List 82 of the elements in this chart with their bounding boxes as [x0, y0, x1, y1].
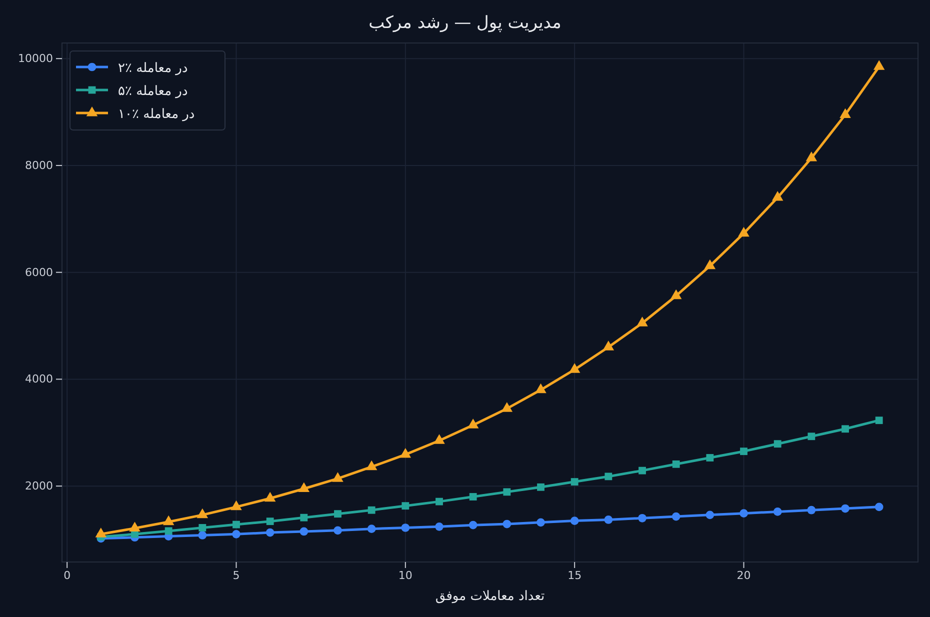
point: [332, 472, 344, 482]
point: [230, 500, 242, 510]
point: [638, 514, 646, 522]
point: [162, 515, 174, 526]
point: [704, 259, 716, 270]
point: [570, 478, 578, 486]
point: [672, 460, 680, 468]
point: [841, 504, 850, 513]
point: [266, 528, 274, 537]
point: [808, 432, 816, 440]
point: [434, 434, 445, 444]
point: [164, 527, 172, 535]
point: [672, 512, 680, 521]
point: [266, 518, 274, 526]
y-tick-label: 2000: [25, 480, 53, 493]
point: [95, 528, 107, 538]
point: [367, 524, 376, 533]
point: [298, 482, 310, 492]
point: [706, 454, 714, 462]
point: [568, 363, 580, 373]
point: [604, 472, 612, 480]
x-tick-label: 15: [568, 568, 582, 582]
point: [873, 60, 885, 70]
point: [503, 488, 511, 496]
x-tick-label: 20: [736, 568, 751, 582]
point: [875, 416, 883, 424]
point: [264, 492, 276, 502]
x-axis-title: تعداد معاملات موفق: [435, 589, 546, 604]
y-tick-label: 4000: [25, 372, 53, 386]
legend-label: ۲٪ در معامله: [118, 61, 188, 76]
point: [706, 510, 714, 520]
point: [772, 191, 784, 201]
point: [740, 509, 748, 518]
point: [366, 460, 378, 470]
point: [368, 506, 376, 514]
point: [232, 530, 240, 538]
y-tick-label: 10000: [18, 52, 53, 66]
point: [537, 483, 544, 491]
point: [232, 520, 240, 528]
point: [435, 522, 444, 531]
point: [874, 502, 884, 512]
chart-title: مدیریت پول — رشد مرکب: [368, 13, 562, 33]
point: [467, 418, 479, 428]
legend-label: ۵٪ در معامله: [118, 84, 188, 99]
point: [774, 440, 782, 448]
point: [469, 493, 477, 500]
point: [535, 383, 546, 394]
point: [501, 402, 513, 412]
point: [738, 226, 750, 237]
point: [436, 498, 443, 506]
point: [334, 510, 342, 518]
point: [196, 508, 208, 518]
point: [602, 340, 614, 350]
point: [570, 516, 579, 525]
y-tick-label: 6000: [25, 266, 53, 279]
point: [401, 524, 410, 532]
point: [402, 502, 410, 510]
point: [604, 516, 613, 524]
x-tick-label: 10: [398, 568, 412, 582]
point: [740, 448, 748, 456]
point: [636, 316, 648, 326]
point: [840, 108, 851, 118]
point: [129, 522, 140, 532]
point: [502, 520, 512, 528]
point: [807, 506, 816, 514]
legend-label: ۱۰٪ در معامله: [118, 107, 195, 122]
point: [638, 466, 646, 474]
point: [536, 518, 545, 527]
point: [842, 425, 849, 433]
point: [468, 520, 478, 530]
x-tick-label: 0: [64, 568, 71, 582]
point: [300, 527, 308, 536]
point: [198, 531, 207, 540]
x-tick-label: 5: [232, 568, 240, 582]
point: [300, 514, 308, 522]
point: [773, 508, 782, 516]
point: [806, 151, 818, 162]
point: [334, 526, 342, 535]
point: [198, 524, 206, 532]
y-tick-label: 8000: [25, 158, 53, 172]
point: [670, 289, 682, 300]
point: [400, 448, 412, 458]
